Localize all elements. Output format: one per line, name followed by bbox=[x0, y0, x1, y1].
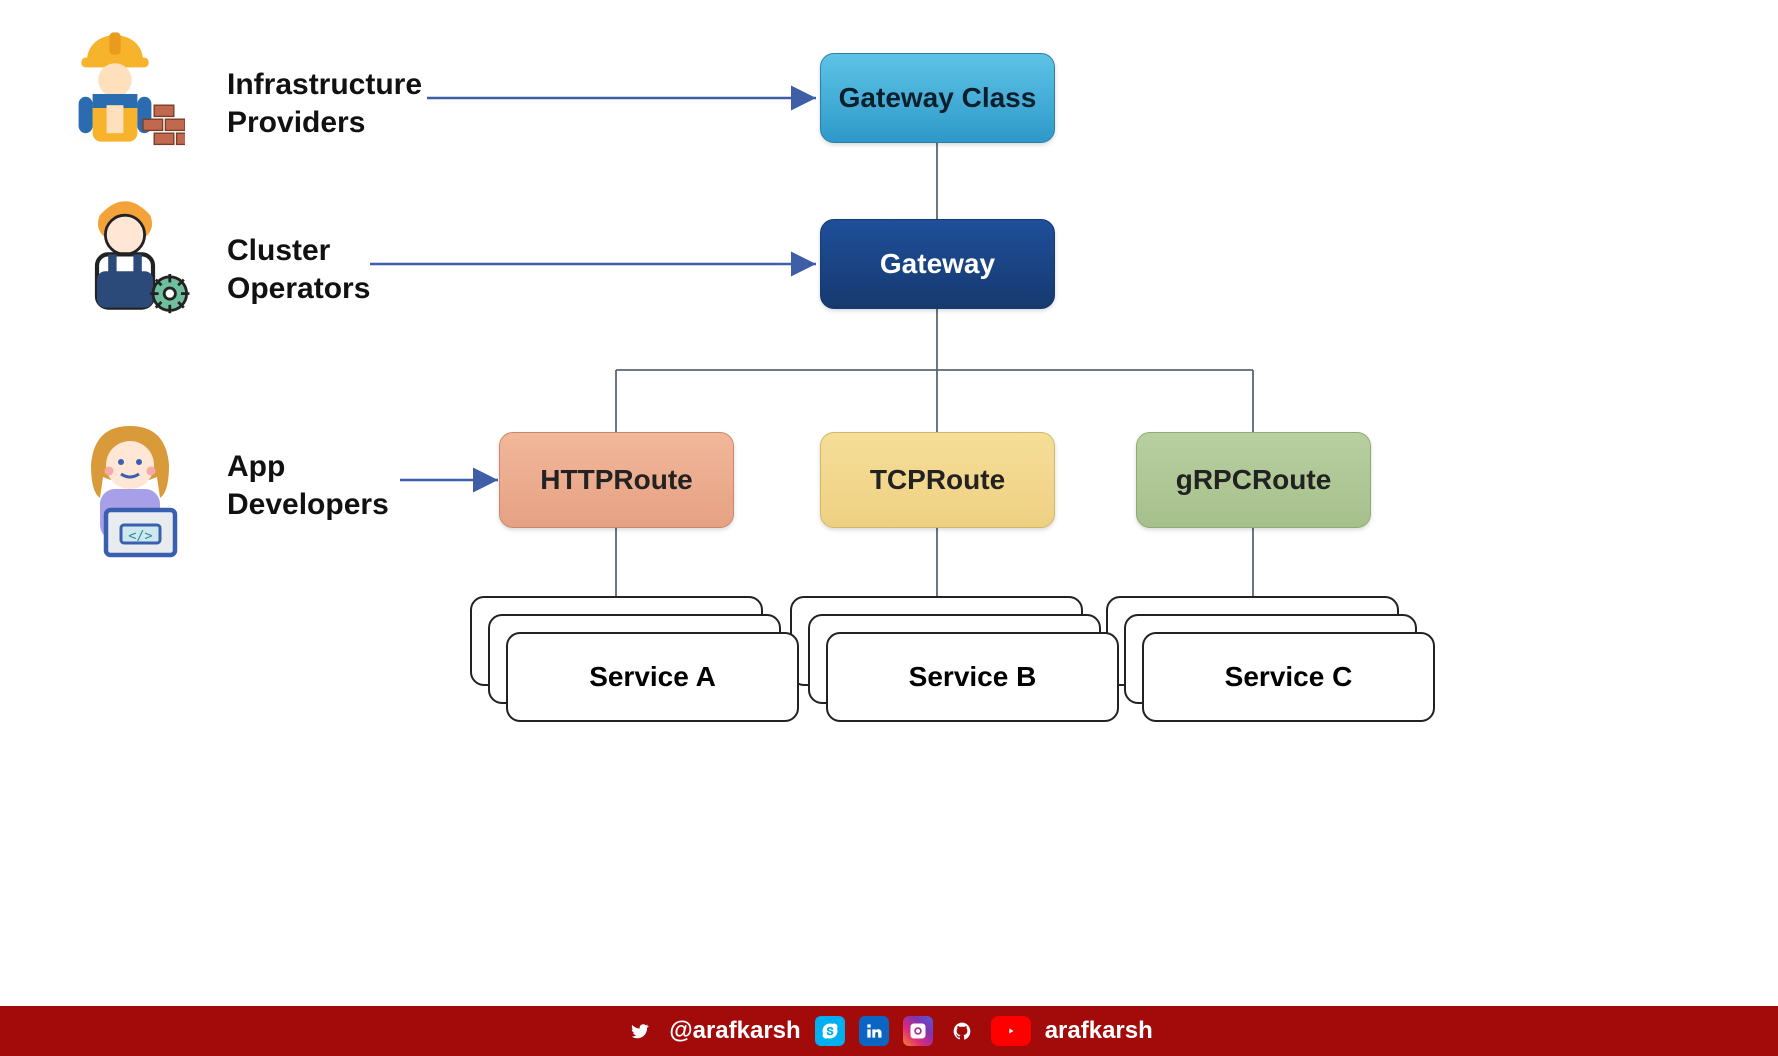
github-icon bbox=[947, 1016, 977, 1046]
linkedin-icon bbox=[859, 1016, 889, 1046]
footer-handle-at: @arafkarsh bbox=[669, 1017, 800, 1045]
role-text-line2: Operators bbox=[227, 272, 370, 305]
instagram-icon bbox=[903, 1016, 933, 1046]
footer-bar: @arafkarsh arafkarsh bbox=[0, 1006, 1778, 1056]
grpcroute-node: gRPCRoute bbox=[1136, 432, 1371, 528]
svg-text:</>: </> bbox=[128, 528, 152, 544]
app-developer-label: App Developers bbox=[227, 448, 389, 523]
role-text-line1: App bbox=[227, 450, 285, 483]
service-card: Service C bbox=[1142, 632, 1435, 722]
role-text-line2: Providers bbox=[227, 106, 365, 139]
node-label: TCPRoute bbox=[870, 464, 1005, 496]
connector-lines bbox=[0, 0, 1778, 1056]
node-label: Gateway bbox=[880, 248, 995, 280]
skype-icon bbox=[815, 1016, 845, 1046]
gateway-node: Gateway bbox=[820, 219, 1055, 309]
role-text-line2: Developers bbox=[227, 488, 389, 521]
diagram-stage: </> Infrastructure Providers Cluster Ope… bbox=[0, 0, 1778, 1056]
cluster-operator-label: Cluster Operators bbox=[227, 232, 370, 307]
role-arrows bbox=[0, 0, 1778, 1056]
service-label: Service C bbox=[1225, 661, 1353, 693]
httproute-node: HTTPRoute bbox=[499, 432, 734, 528]
footer-handle-plain: arafkarsh bbox=[1045, 1017, 1153, 1045]
node-label: Gateway Class bbox=[839, 82, 1037, 114]
service-card: Service A bbox=[506, 632, 799, 722]
role-text-line1: Cluster bbox=[227, 234, 330, 267]
gateway-class-node: Gateway Class bbox=[820, 53, 1055, 143]
infra-provider-label: Infrastructure Providers bbox=[227, 66, 422, 141]
node-label: gRPCRoute bbox=[1176, 464, 1332, 496]
service-card: Service B bbox=[826, 632, 1119, 722]
twitter-icon bbox=[625, 1016, 655, 1046]
service-label: Service A bbox=[589, 661, 716, 693]
role-text-line1: Infrastructure bbox=[227, 68, 422, 101]
youtube-icon bbox=[991, 1016, 1031, 1046]
tcproute-node: TCPRoute bbox=[820, 432, 1055, 528]
node-label: HTTPRoute bbox=[540, 464, 692, 496]
service-label: Service B bbox=[909, 661, 1037, 693]
